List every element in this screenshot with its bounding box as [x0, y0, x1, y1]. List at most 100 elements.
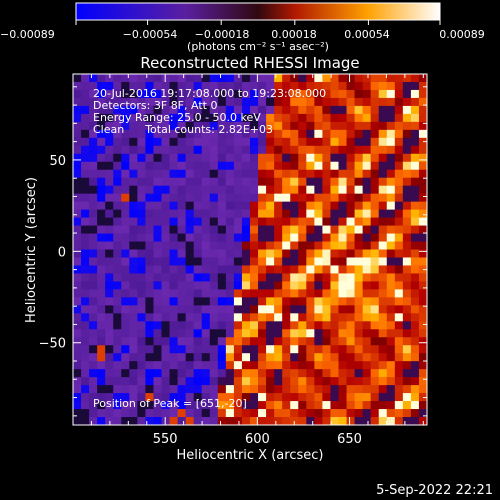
heatmap-cell [362, 417, 371, 425]
heatmap-cell [97, 153, 106, 163]
heatmap-cell [402, 281, 412, 290]
heatmap-cell [193, 97, 203, 107]
heatmap-cell [97, 329, 106, 338]
heatmap-cell [177, 385, 186, 394]
heatmap-cell [418, 233, 427, 242]
heatmap-cell [282, 289, 291, 298]
heatmap-cell [290, 161, 299, 171]
heatmap-cell [290, 209, 299, 218]
heatmap-cell [81, 297, 90, 306]
heatmap-cell [193, 393, 203, 402]
heatmap-cell [330, 113, 339, 123]
heatmap-cell [290, 74, 299, 83]
heatmap-cell [402, 385, 412, 394]
heatmap-cell [217, 289, 227, 298]
heatmap-cell [121, 74, 130, 83]
heatmap-cell [418, 409, 427, 418]
heatmap-cell [338, 129, 347, 139]
heatmap-cell [137, 74, 146, 83]
heatmap-cell [177, 377, 186, 386]
heatmap-cell [362, 105, 371, 115]
heatmap-cell [394, 105, 404, 115]
heatmap-cell [137, 321, 146, 330]
heatmap-cell [241, 201, 251, 210]
heatmap-cell [410, 305, 420, 314]
heatmap-cell [386, 353, 396, 362]
heatmap-cell [370, 345, 380, 354]
heatmap-cell [274, 329, 283, 338]
heatmap-cell [386, 185, 396, 194]
heatmap-cell [81, 74, 90, 83]
heatmap-cell [81, 281, 90, 290]
heatmap-cell [177, 74, 186, 83]
heatmap-cell [402, 105, 412, 115]
heatmap-cell [258, 217, 267, 226]
heatmap-cell [314, 113, 323, 123]
heatmap-cell [225, 81, 235, 91]
heatmap-cell [145, 193, 154, 202]
heatmap-cell [402, 249, 412, 258]
heatmap-cell [266, 169, 275, 179]
heatmap-cell [153, 233, 162, 242]
heatmap-cell [185, 89, 194, 99]
heatmap-cell [370, 353, 380, 362]
heatmap-cell [193, 169, 203, 179]
heatmap-cell [370, 201, 380, 210]
heatmap-cell [330, 297, 339, 306]
heatmap-cell [394, 257, 404, 266]
heatmap-cell [113, 74, 122, 83]
heatmap-cell [370, 321, 380, 330]
heatmap-cell [185, 209, 194, 218]
heatmap-cell [121, 361, 130, 370]
heatmap-cell [378, 329, 388, 338]
heatmap-cell [386, 257, 396, 266]
heatmap-cell [185, 313, 194, 322]
heatmap-cell [81, 417, 90, 425]
heatmap-cell [322, 345, 331, 354]
heatmap-cell [282, 337, 291, 346]
heatmap-cell [145, 137, 154, 147]
heatmap-cell [338, 385, 347, 394]
heatmap-cell [394, 185, 404, 194]
heatmap-cell [418, 249, 427, 258]
heatmap-cell [121, 249, 130, 258]
heatmap-cell [73, 201, 82, 210]
heatmap-cell [193, 401, 203, 410]
heatmap-cell [225, 305, 235, 314]
heatmap-cell [274, 289, 283, 298]
heatmap-cell [121, 377, 130, 386]
heatmap-cell [89, 153, 98, 163]
heatmap-cell [81, 401, 90, 410]
heatmap-cell [338, 81, 347, 91]
heatmap-cell [241, 209, 251, 218]
heatmap-cell [193, 385, 203, 394]
heatmap-cell [274, 169, 283, 179]
heatmap-cell [306, 113, 315, 123]
heatmap-cell [209, 153, 219, 163]
heatmap-cell [105, 241, 114, 250]
heatmap-cell [89, 313, 98, 322]
heatmap-cell [113, 273, 122, 282]
heatmap-cell [314, 129, 323, 139]
heatmap-cell [169, 193, 178, 202]
heatmap-cell [330, 169, 339, 179]
heatmap-cell [306, 241, 315, 250]
heatmap-cell [258, 233, 267, 242]
heatmap-cell [137, 145, 146, 155]
heatmap-cell [298, 177, 307, 186]
heatmap-cell [410, 233, 420, 242]
heatmap-cell [394, 225, 404, 234]
heatmap-cell [330, 177, 339, 186]
heatmap-cell [258, 185, 267, 194]
heatmap-cell [402, 89, 412, 99]
heatmap-cell [81, 241, 90, 250]
heatmap-cell [161, 89, 170, 99]
heatmap-cell [169, 385, 178, 394]
heatmap-cell [73, 273, 82, 282]
heatmap-cell [73, 409, 82, 418]
heatmap-cell [217, 161, 227, 171]
heatmap-cell [338, 257, 347, 266]
heatmap-cell [394, 249, 404, 258]
heatmap-cell [217, 105, 227, 115]
heatmap-cell [153, 377, 162, 386]
